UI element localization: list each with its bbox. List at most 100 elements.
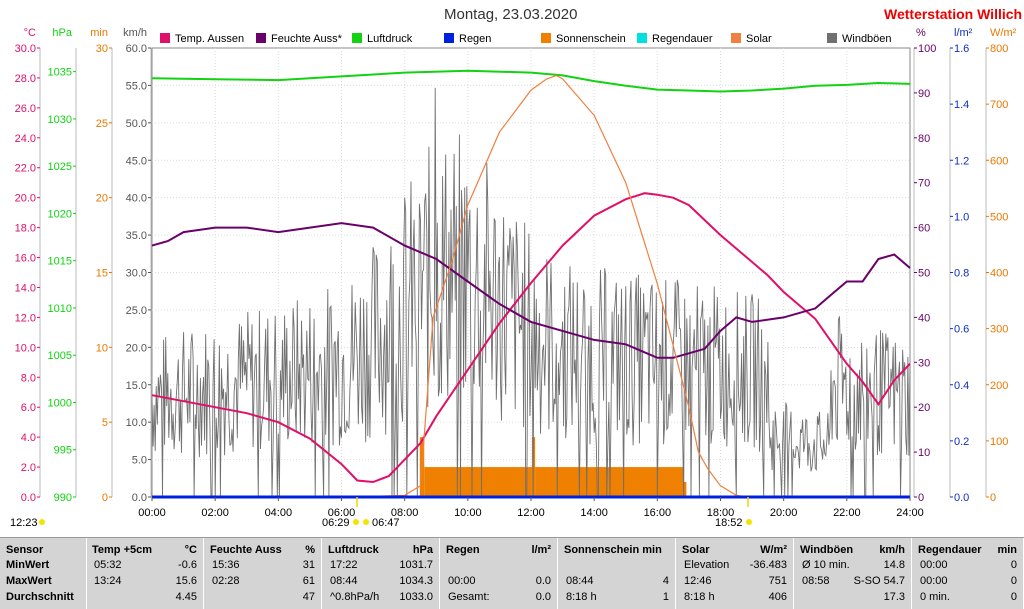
row-label-min: MinWert xyxy=(6,559,50,571)
stats-value-hum: 47 xyxy=(302,591,315,603)
tick-label-minutes: 5 xyxy=(102,417,108,429)
tick-label-minutes: 20 xyxy=(96,193,108,205)
x-tick-label: 10:00 xyxy=(454,507,482,519)
moonrise-time: 12:23 xyxy=(10,517,38,529)
sunset-time: 18:52 xyxy=(715,517,743,529)
stats-value-rdur: 0 xyxy=(1010,591,1017,603)
tick-label-wind: 20.0 xyxy=(126,342,147,354)
stats-value-temp: 4.45 xyxy=(175,591,197,603)
stats-time-wind: 08:58 xyxy=(802,575,830,587)
stats-value-sun: 1 xyxy=(662,591,669,603)
stats-value-solar: 406 xyxy=(768,591,787,603)
x-tick-label: 14:00 xyxy=(580,507,608,519)
tick-label-temp: 26.0 xyxy=(15,103,36,115)
sun-marker xyxy=(39,519,45,525)
stats-time-solar: 8:18 h xyxy=(684,591,715,603)
stats-time-rdur: 00:00 xyxy=(920,575,948,587)
series-line-feuchte-auss- xyxy=(151,222,911,359)
stats-time-hum: 15:36 xyxy=(212,559,240,571)
wind-gust-line xyxy=(151,87,911,498)
tick-label-rain: 1.4 xyxy=(954,99,969,111)
stats-header-press: Luftdruck xyxy=(328,544,379,556)
stats-value-hum: 61 xyxy=(302,575,315,587)
tick-label-wind: 5.0 xyxy=(132,455,147,467)
stats-time-sun: 8:18 h xyxy=(566,591,597,603)
tick-label-solar: 400 xyxy=(990,268,1008,280)
tick-label-temp: 6.0 xyxy=(21,402,36,414)
tick-label-rain: 1.6 xyxy=(954,43,969,55)
x-tick-label: 22:00 xyxy=(833,507,861,519)
stats-time-rain: 00:00 xyxy=(448,575,476,587)
stats-header-rdur: Regendauer xyxy=(918,544,982,556)
tick-label-humidity: 0 xyxy=(918,492,924,504)
tick-label-humidity: 50 xyxy=(918,268,930,280)
axis-unit-rain: l/m² xyxy=(954,27,973,39)
chart-legend: Temp. Aussen Feuchte Auss* Luftdruck Regen S… xyxy=(160,33,892,45)
tick-label-pressure: 1000 xyxy=(48,397,72,409)
stats-value-press: 1033.0 xyxy=(399,591,433,603)
axis-unit-pressure: hPa xyxy=(52,27,72,39)
tick-label-wind: 60.0 xyxy=(126,43,147,55)
stats-time-press: ^0.8hPa/h xyxy=(330,591,380,603)
stats-value-wind: 17.3 xyxy=(883,591,905,603)
stats-time-wind: Ø 10 min. xyxy=(802,559,850,571)
stats-header-hum: Feuchte Auss xyxy=(210,544,282,556)
axis-unit-temp: °C xyxy=(24,27,36,39)
tick-label-temp: 18.0 xyxy=(15,223,36,235)
tick-label-temp: 28.0 xyxy=(15,73,36,85)
tick-label-temp: 22.0 xyxy=(15,163,36,175)
tick-label-temp: 4.0 xyxy=(21,432,36,444)
stats-col-rain: Regen l/m² 00:00 0.0 Gesamt: 0.0 xyxy=(440,538,558,609)
tick-label-temp: 16.0 xyxy=(15,253,36,265)
weather-chart: °C 30.0 28.0 26.0 24.0 22.0 20.0 18.0 16.0 14.0 12… xyxy=(15,27,1017,525)
tick-label-temp: 30.0 xyxy=(15,43,36,55)
legend-label: Temp. Aussen xyxy=(175,33,244,45)
x-tick-label: 12:00 xyxy=(517,507,545,519)
stats-value-rdur: 0 xyxy=(1010,575,1017,587)
tick-label-pressure: 995 xyxy=(54,445,72,457)
tick-label-humidity: 60 xyxy=(918,223,930,235)
stats-unit-press: hPa xyxy=(412,544,433,556)
tick-label-minutes: 15 xyxy=(96,268,108,280)
legend-label: Luftdruck xyxy=(367,33,413,45)
legend-swatch xyxy=(827,33,837,43)
x-tick-label: 08:00 xyxy=(391,507,419,519)
tick-label-minutes: 0 xyxy=(102,492,108,504)
tick-label-solar: 800 xyxy=(990,43,1008,55)
tick-label-pressure: 1005 xyxy=(48,350,72,362)
stats-col-sun: Sonnenschein min 08:44 4 8:18 h 1 xyxy=(558,538,676,609)
stats-header-wind: Windböen xyxy=(800,544,854,556)
stats-header-temp: Temp +5cm xyxy=(92,544,153,556)
legend-label: Feuchte Auss* xyxy=(271,33,343,45)
sunshine-bar xyxy=(424,467,532,497)
legend-label: Regendauer xyxy=(652,33,713,45)
stats-value-rain: 0.0 xyxy=(535,575,551,587)
stats-value-temp: -0.6 xyxy=(178,559,197,571)
tick-label-wind: 10.0 xyxy=(126,417,147,429)
chart-grid xyxy=(151,47,911,498)
chart-title: Montag, 23.03.2020 xyxy=(444,6,578,23)
tick-label-solar: 0 xyxy=(990,492,996,504)
stats-sensor-col: Sensor MinWert MaxWert Durchschnitt xyxy=(0,538,87,609)
tick-label-wind: 30.0 xyxy=(126,268,147,280)
tick-label-rain: 0.6 xyxy=(954,324,969,336)
stats-unit-wind: km/h xyxy=(879,544,905,556)
tick-label-rain: 0.0 xyxy=(954,492,969,504)
stats-header-sun: Sonnenschein min xyxy=(564,544,662,556)
tick-label-humidity: 100 xyxy=(918,43,936,55)
series-line-luftdruck xyxy=(151,69,911,93)
tick-label-pressure: 1025 xyxy=(48,161,72,173)
wind-gust-series xyxy=(151,87,911,498)
tick-label-temp: 14.0 xyxy=(15,282,36,294)
tick-label-pressure: 1010 xyxy=(48,303,72,315)
stats-unit-hum: % xyxy=(305,544,315,556)
stats-value-press: 1034.3 xyxy=(399,575,433,587)
tick-label-rain: 0.2 xyxy=(954,436,969,448)
x-tick-label: 24:00 xyxy=(896,507,924,519)
tick-label-rain: 0.8 xyxy=(954,268,969,280)
stats-time-solar: 12:46 xyxy=(684,575,712,587)
sunrise-time: 06:29 xyxy=(322,517,350,529)
tick-label-humidity: 70 xyxy=(918,178,930,190)
legend-label: Sonnenschein xyxy=(556,33,626,45)
stats-time-press: 08:44 xyxy=(330,575,358,587)
